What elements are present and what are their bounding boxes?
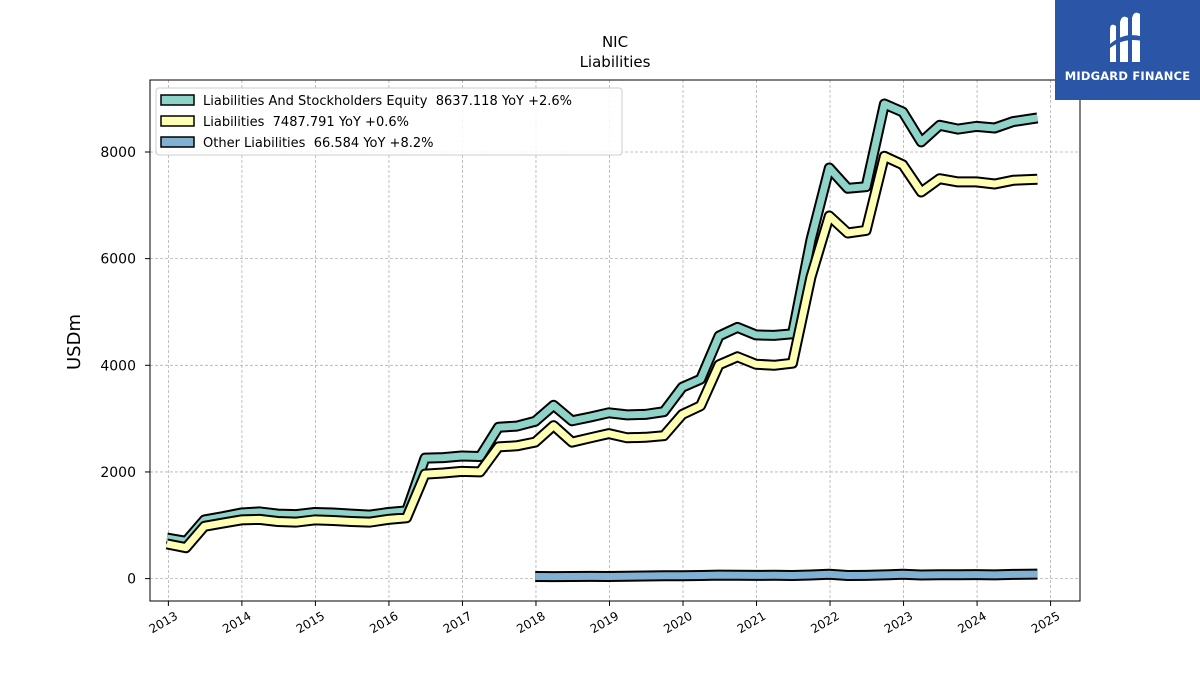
chart-subtitle: Liabilities (580, 53, 651, 71)
x-tick-label: 2025 (1029, 609, 1062, 636)
x-tick-label: 2021 (735, 609, 768, 636)
series-line-0 (166, 100, 1038, 545)
y-tick-label: 2000 (100, 465, 136, 481)
axes: 2013 2014 2015 2016 2017 2018 2019 2020 2021 2022… (100, 145, 1062, 636)
brand-logo-icon (1110, 12, 1146, 63)
legend-label-0: Liabilities And Stockholders Equity 8637… (203, 94, 572, 109)
y-tick-label: 0 (127, 572, 136, 588)
x-tick-label: 2018 (514, 609, 547, 636)
y-tick-label: 4000 (100, 358, 136, 374)
x-tick-label: 2022 (808, 609, 841, 636)
series-line-1 (166, 152, 1038, 552)
legend-box (155, 87, 623, 156)
x-tick-label: 2019 (588, 609, 621, 636)
legend-swatch-2 (160, 136, 195, 148)
x-tick-label: 2020 (661, 609, 694, 636)
legend-swatch-0 (160, 94, 195, 106)
series-layer (165, 98, 1039, 583)
brand-logo: MIDGARD FINANCE (1055, 0, 1200, 100)
series-outline-1 (165, 150, 1038, 554)
y-tick-label: 6000 (100, 252, 136, 268)
series-line-2 (535, 570, 1038, 581)
x-tick-label: 2015 (294, 609, 327, 636)
legend-label-1: Liabilities 7487.791 YoY +0.6% (203, 115, 409, 130)
legend-swatch-1 (160, 115, 195, 127)
x-tick-label: 2014 (220, 609, 253, 636)
brand-name: MIDGARD FINANCE (1064, 69, 1191, 83)
x-tick-label: 2017 (441, 609, 474, 636)
chart-title: NIC (602, 33, 628, 51)
x-tick-label: 2016 (367, 609, 400, 636)
legend: Liabilities And Stockholders Equity 8637… (155, 87, 623, 156)
x-tick-label: 2013 (147, 609, 180, 636)
y-axis-label: USDm (64, 314, 85, 370)
x-tick-label: 2023 (882, 609, 915, 636)
legend-label-2: Other Liabilities 66.584 YoY +8.2% (203, 136, 433, 151)
y-tick-label: 8000 (100, 145, 136, 161)
plot-frame (149, 79, 1081, 602)
x-tick-label: 2024 (955, 609, 988, 636)
